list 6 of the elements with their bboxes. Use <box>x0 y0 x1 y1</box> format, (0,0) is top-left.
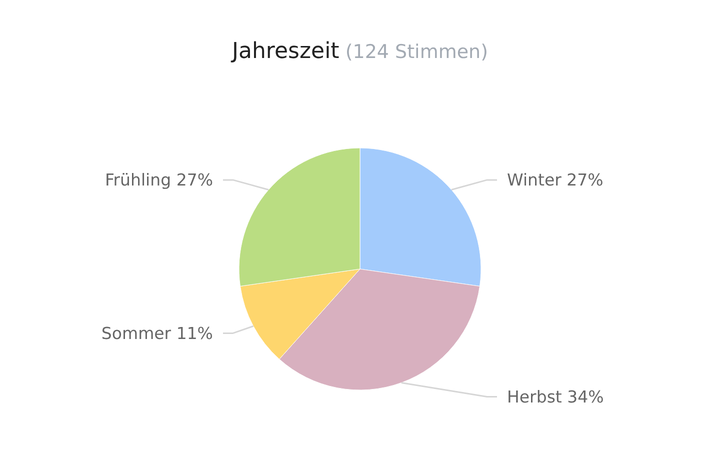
slice-label: Frühling 27% <box>104 170 213 190</box>
chart-subtitle: (124 Stimmen) <box>345 41 488 63</box>
slice-label: Herbst 34% <box>507 388 604 407</box>
slice-label: Sommer 11% <box>101 324 213 344</box>
chart-title: Jahreszeit <box>230 39 340 64</box>
slice-label: Winter 27% <box>507 170 604 190</box>
